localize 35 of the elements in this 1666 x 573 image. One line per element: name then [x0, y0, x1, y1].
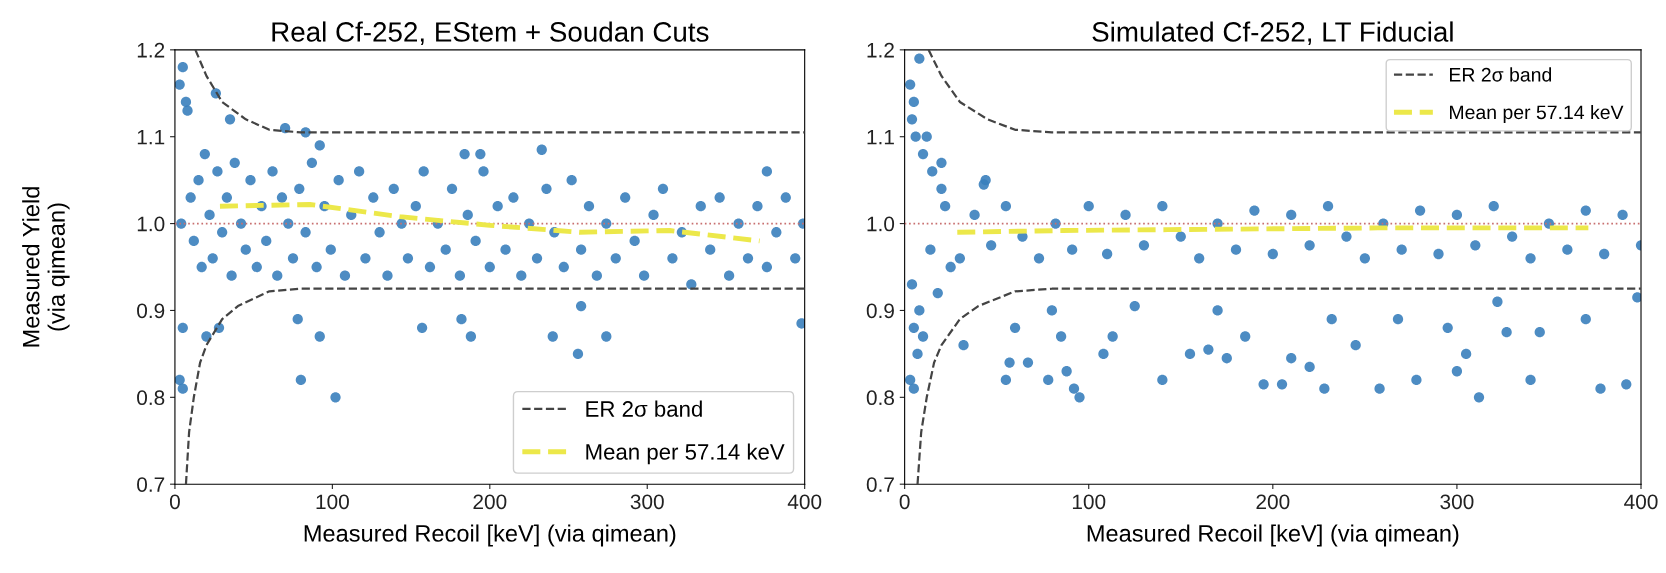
legend-label: Mean per 57.14 keV [1450, 104, 1624, 124]
y-tick-label: 1.2 [867, 42, 894, 58]
y-tick-label: 0.7 [866, 477, 894, 492]
y-tick-label: 0.7 [137, 477, 165, 492]
legend-label: ER 2σ band [1450, 67, 1552, 82]
y-tick-label: 1.1 [137, 129, 165, 145]
x-tick-label: 100 [1072, 494, 1106, 510]
legend-label: ER 2σ band [586, 400, 702, 417]
x-tick-label: 400 [1624, 494, 1658, 510]
y-tick-label: 0.9 [866, 303, 894, 319]
line-series [217, 202, 763, 244]
line-series [916, 287, 1642, 485]
x-tick-label: 0 [899, 494, 910, 510]
y-axis-title: Measured Yield (via qimean) [22, 187, 70, 347]
y-tick-label: 0.9 [137, 303, 165, 319]
y-tick-label: 0.8 [137, 390, 165, 406]
x-tick-label: 400 [787, 494, 822, 510]
x-axis-title: Measured Recoil [keV] (via qimean) [304, 524, 676, 547]
line-series [184, 287, 805, 485]
chart-title: Simulated Cf-252, LT Fiducial [1092, 21, 1453, 46]
y-tick-label: 1.1 [867, 129, 894, 145]
x-tick-label: 0 [169, 494, 180, 510]
y-tick-label: 1.0 [867, 216, 895, 232]
x-tick-label: 100 [316, 494, 349, 510]
y-tick-label: 1.2 [137, 42, 165, 58]
x-axis-title: Measured Recoil [keV] (via qimean) [1087, 524, 1459, 547]
x-tick-label: 300 [1440, 494, 1474, 510]
y-tick-label: 1.0 [137, 216, 165, 232]
x-tick-label: 300 [630, 494, 664, 510]
legend-label: Mean per 57.14 keV [586, 443, 785, 465]
chart-title: Real Cf-252, EStem + Soudan Cuts [272, 21, 709, 46]
x-tick-label: 200 [473, 494, 507, 510]
line-series [927, 49, 1642, 134]
y-tick-label: 0.8 [866, 390, 895, 406]
x-tick-label: 200 [1256, 494, 1290, 510]
